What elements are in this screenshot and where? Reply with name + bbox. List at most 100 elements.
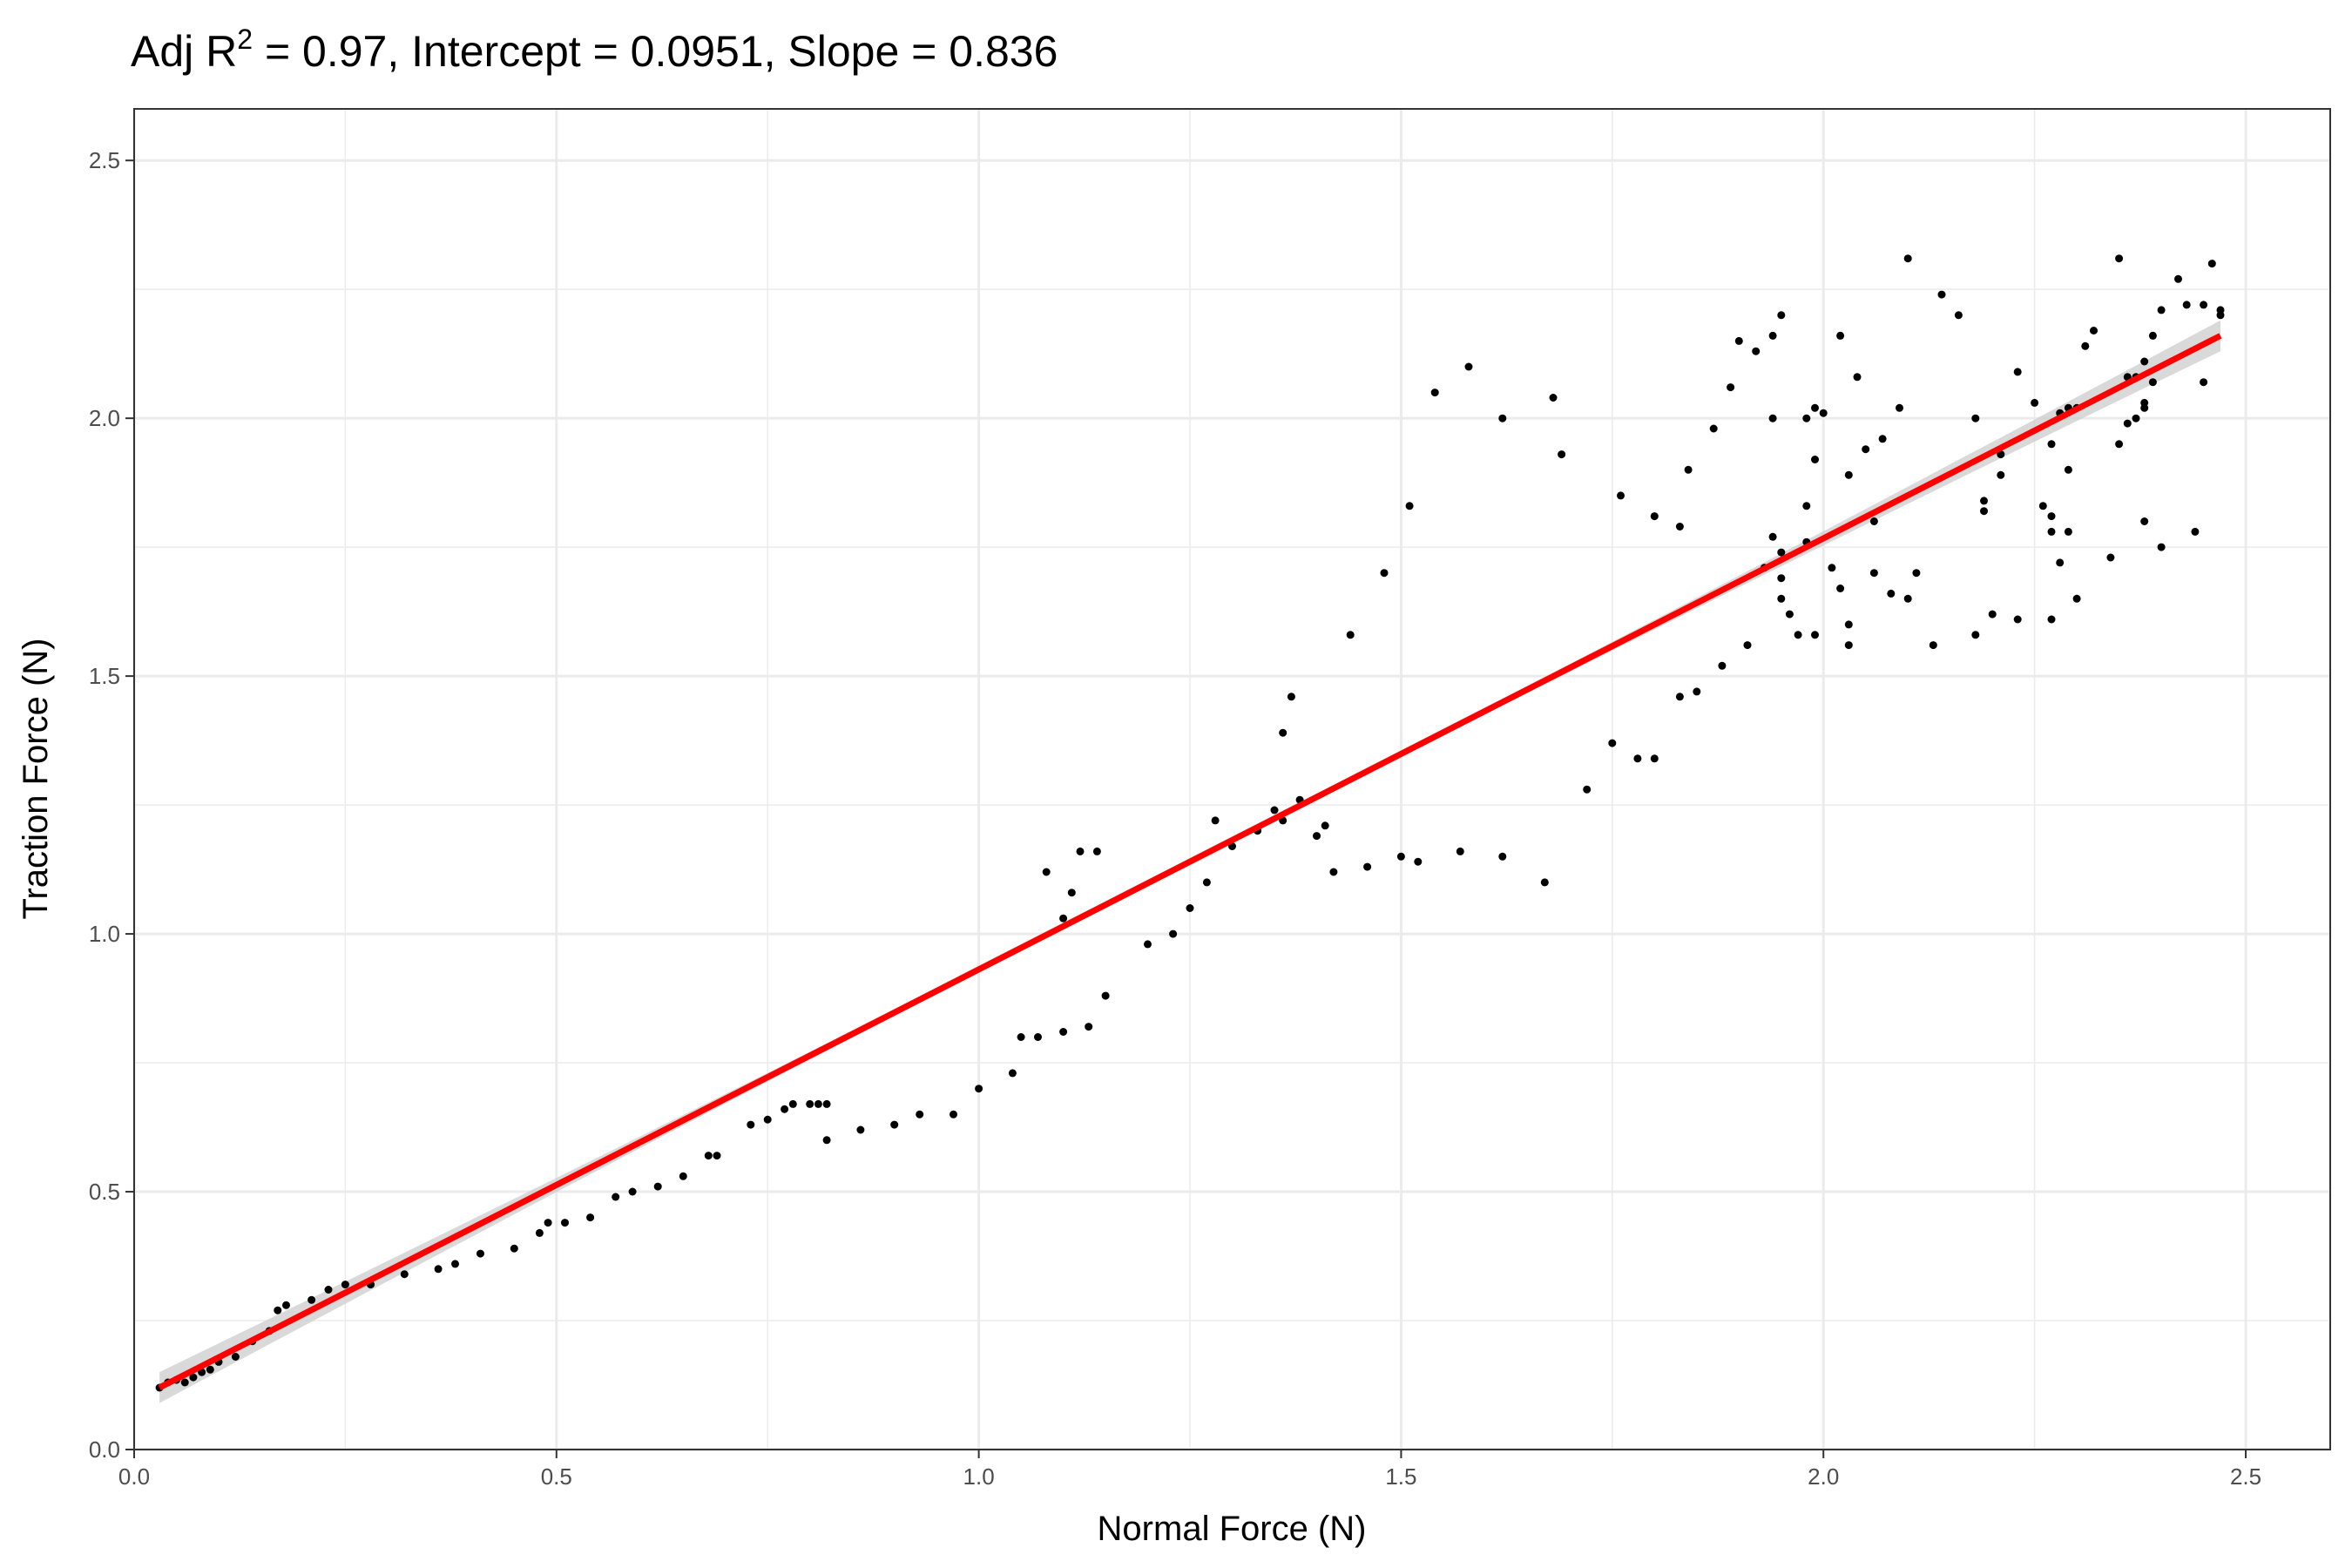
data-point [2047, 440, 2056, 449]
data-point [1633, 754, 1642, 763]
data-point [586, 1213, 595, 1222]
data-point [713, 1152, 721, 1160]
data-point [561, 1219, 569, 1227]
data-point [788, 1099, 797, 1108]
data-point [950, 1110, 957, 1119]
chart-title-superscript: 2 [237, 24, 253, 55]
data-point [1498, 852, 1507, 861]
data-point [2038, 502, 2047, 510]
data-point [679, 1172, 687, 1180]
data-point [1811, 403, 1819, 412]
data-point [2072, 594, 2081, 603]
data-point [1768, 532, 1777, 541]
data-points [155, 254, 2225, 1392]
data-point [1844, 641, 1853, 650]
data-point [400, 1270, 409, 1279]
chart-title-prefix: Adj R [131, 27, 237, 76]
data-point [1287, 693, 1295, 701]
x-tick-label: 0.0 [118, 1463, 150, 1490]
data-point [2200, 378, 2208, 387]
data-point [2031, 398, 2039, 407]
panel-border [133, 108, 2331, 1450]
data-point [1836, 585, 1845, 592]
data-point [1777, 594, 1786, 603]
chart-title-suffix: = 0.97, Intercept = 0.0951, Slope = 0.83… [253, 27, 1058, 76]
data-point [1270, 806, 1279, 814]
data-point [2064, 527, 2072, 536]
data-point [2157, 306, 2166, 314]
data-point [2047, 615, 2056, 624]
data-point [1414, 857, 1423, 866]
x-tick-label: 0.5 [541, 1463, 572, 1490]
data-point [1811, 631, 1819, 639]
y-tick-label: 0.0 [89, 1436, 120, 1463]
data-point [1903, 254, 1912, 263]
x-tick-label: 1.5 [1385, 1463, 1416, 1490]
data-point [1034, 1033, 1042, 1041]
data-point [1017, 1033, 1025, 1041]
data-point [1101, 991, 1110, 1000]
data-point [1346, 631, 1355, 639]
data-point [1608, 739, 1617, 747]
data-point [1675, 693, 1684, 701]
data-point [2115, 254, 2124, 263]
data-point [916, 1110, 924, 1119]
data-point [1727, 383, 1735, 392]
data-point [1828, 564, 1836, 572]
data-point [975, 1085, 983, 1093]
data-point [1008, 1069, 1017, 1078]
x-tick-label: 2.0 [1808, 1463, 1839, 1490]
data-point [544, 1219, 552, 1227]
data-point [1430, 389, 1439, 397]
data-point [1211, 816, 1220, 825]
data-point [1836, 331, 1845, 340]
data-point [2047, 527, 2056, 536]
data-point [274, 1306, 282, 1315]
data-point [2216, 311, 2225, 320]
data-point [2081, 341, 2090, 350]
data-point [1954, 311, 1963, 320]
data-point [806, 1099, 814, 1108]
data-point [1650, 754, 1659, 763]
data-point [822, 1099, 831, 1108]
data-point [2148, 331, 2157, 340]
data-point [1743, 641, 1752, 650]
data-point [1405, 502, 1414, 510]
data-point [1498, 414, 1507, 422]
data-point [189, 1373, 198, 1382]
data-point [1540, 878, 1549, 887]
data-point [2064, 465, 2072, 474]
y-tick-label: 1.0 [89, 921, 120, 947]
data-point [1085, 1023, 1093, 1031]
data-point [1329, 868, 1338, 876]
y-tick-label: 2.0 [89, 405, 120, 431]
data-point [1076, 847, 1085, 855]
y-tick-label: 1.5 [89, 663, 120, 689]
data-point [2140, 398, 2149, 407]
x-tick-label: 1.0 [963, 1463, 995, 1490]
data-point [1844, 620, 1853, 629]
data-point [1059, 914, 1068, 923]
data-point [1650, 512, 1659, 521]
data-point [1684, 465, 1693, 474]
data-point [1802, 502, 1811, 510]
data-point [476, 1249, 484, 1258]
data-point [1768, 414, 1777, 422]
data-point [2148, 378, 2157, 387]
minor-gridlines [134, 109, 2330, 1450]
data-point [2182, 301, 2191, 309]
data-point [890, 1120, 899, 1129]
data-point [1869, 517, 1878, 525]
data-point [1752, 347, 1761, 355]
data-point [1186, 904, 1194, 912]
data-point [324, 1286, 333, 1294]
fit-line [158, 333, 2222, 1390]
data-point [653, 1182, 662, 1191]
data-point [1844, 470, 1853, 479]
x-axis-title: Normal Force (N) [1098, 1510, 1367, 1548]
data-point [1997, 450, 2005, 459]
data-point [1869, 569, 1878, 578]
data-point [231, 1353, 240, 1361]
